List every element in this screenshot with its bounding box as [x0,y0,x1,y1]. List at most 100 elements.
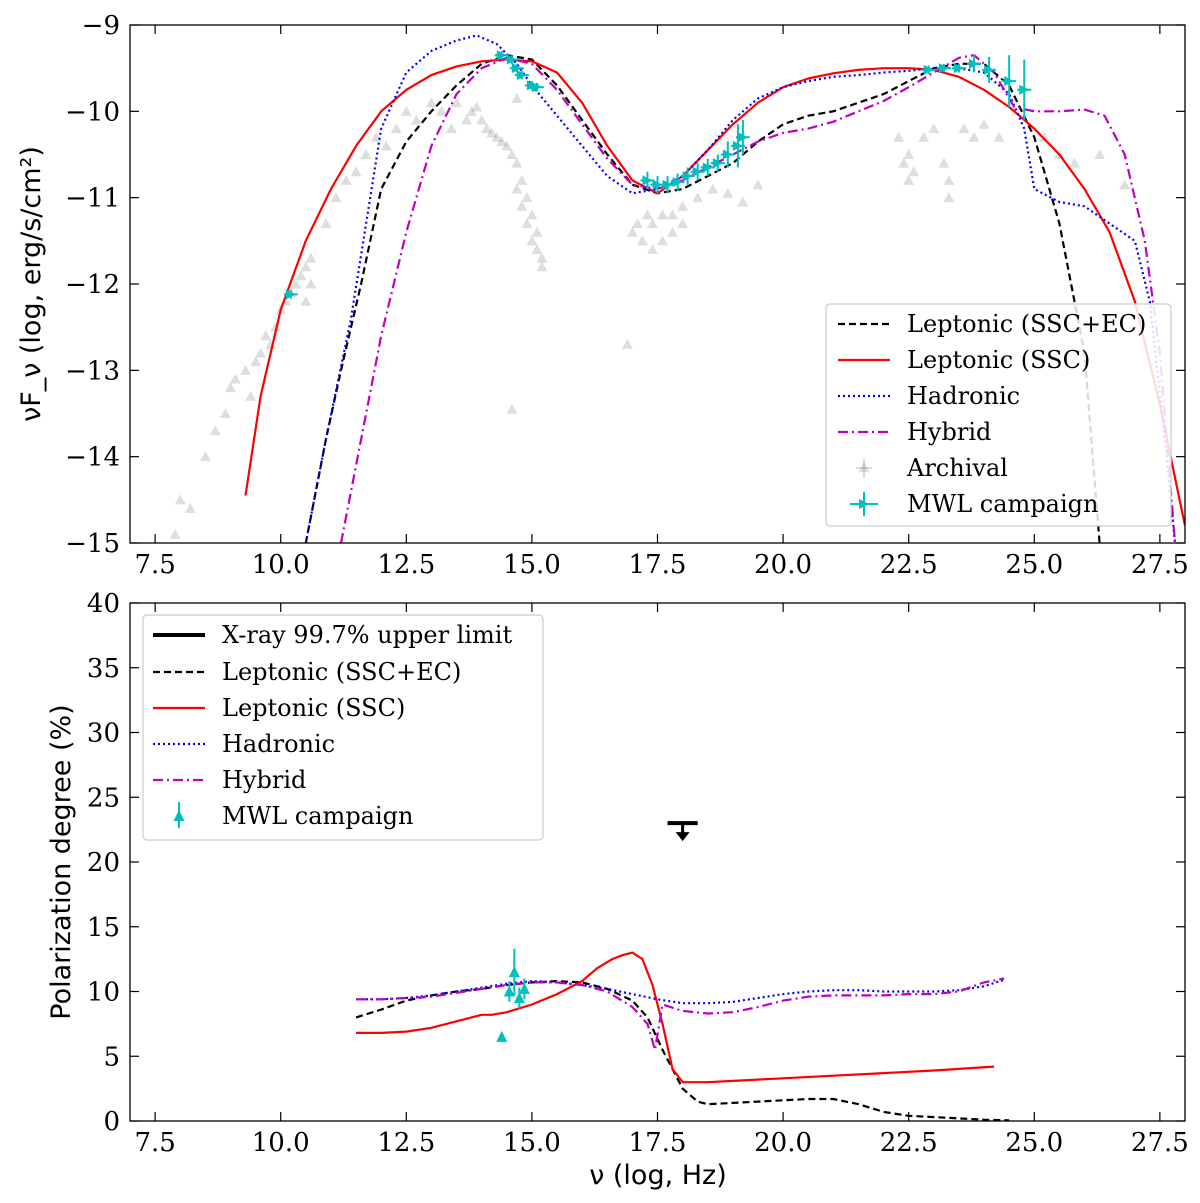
archival-point [621,338,633,349]
polarization-panel: 7.5 10.0 12.5 15.0 17.5 20.0 22.5 25.0 27.5 0 5 10 1… [46,589,1189,1191]
archival-point [511,92,523,103]
archival-point [260,330,272,341]
mwl-point [516,70,527,81]
mwl-point [702,162,713,173]
archival-point [521,218,533,229]
archival-point [390,123,402,134]
pol-mwl-point [496,1030,508,1042]
sed-y-tick-label: −11 [65,184,120,214]
mwl-point [692,166,703,177]
pol-x-tick-label: 15.0 [503,1128,561,1158]
mwl-point [722,149,733,160]
archival-point [360,149,372,159]
sed-x-tick-label: 22.5 [880,550,938,580]
archival-point [657,209,669,220]
archival-point [692,192,704,203]
archival-point [491,131,503,142]
archival-point [893,131,905,142]
archival-point [646,243,658,254]
legend-pol-mwl-label: MWL campaign [222,802,413,830]
archival-point [300,261,312,272]
archival-point [446,123,458,134]
pol-y-tick-label: 5 [103,1042,120,1072]
archival-point [380,140,392,151]
sed-ssc-curve [244,58,1185,526]
legend-ssc-label: Leptonic (SSC) [907,346,1090,374]
sed-y-tick-label: −14 [65,443,120,473]
mwl-point [506,54,517,65]
archival-point [461,114,473,125]
archival-point [511,183,523,194]
archival-point [626,226,638,237]
pol-mwl-point [518,982,530,994]
pol-y-tick-label: 10 [87,978,120,1008]
archival-point [230,373,241,384]
pol-mwl-point [513,991,525,1003]
archival-point [425,97,437,108]
polarization-y-axis-title: Polarization degree (%) [46,704,77,1019]
archival-point [209,425,221,436]
archival-point [903,174,915,185]
archival-point [943,192,955,203]
pol-x-tick-label: 22.5 [880,1128,938,1158]
legend-ssc-ec-label: Leptonic (SSC+EC) [907,310,1146,338]
archival-point [240,364,252,375]
legend-mwl-marker [850,492,878,516]
archival-point [526,209,538,220]
legend-hybrid-label: Hybrid [907,418,991,446]
archival-point [184,502,196,513]
archival-point [486,127,498,138]
archival-point [476,114,488,125]
archival-point [631,218,643,229]
archival-point [250,356,262,367]
archival-point [646,218,658,229]
polarization-legend-box [142,614,544,841]
archival-point [958,123,970,134]
mwl-point [526,80,537,91]
legend-archival-marker [856,458,872,478]
archival-point [918,131,930,142]
polarization-plot-area [355,821,1010,1121]
archival-point [636,235,648,246]
pol-y-tick-label: 30 [87,719,120,749]
pol-y-tick-label: 40 [87,589,120,619]
archival-point [938,157,950,168]
archival-point [410,114,422,125]
sed-x-tick-label: 10.0 [252,550,310,580]
archival-point [169,528,181,539]
archival-point [943,174,955,185]
mwl-point [672,177,683,188]
mwl-point [642,175,653,186]
sed-y-axis-title: νF_ν (log, erg/s/cm²) [16,146,47,422]
archival-point [305,252,317,263]
pol-x-tick-label: 10.0 [252,1128,310,1158]
archival-point [224,382,236,393]
pol-x-tick-label: 7.5 [134,1128,175,1158]
sed-legend: Leptonic (SSC+EC) Leptonic (SSC) Hadroni… [825,303,1172,527]
archival-point [1068,157,1080,168]
archival-point [1119,179,1131,190]
pol-y-tick-label: 0 [103,1107,120,1137]
pol-y-tick-label: 15 [87,913,120,943]
archival-point [305,278,317,289]
pol-x-tick-label: 12.5 [377,1128,435,1158]
legend-pol-ssc-ec-label: Leptonic (SSC+EC) [222,658,461,686]
archival-point [752,179,764,190]
archival-point [451,97,463,108]
pol-x-tick-label: 17.5 [629,1128,687,1158]
sed-x-tick-label: 20.0 [754,550,812,580]
pol-mwl-point [508,966,520,978]
pol-hybrid-curve [356,977,1005,1051]
upper-limit-arrow [675,832,690,842]
mwl-point [969,58,979,69]
polarization-legend: X-ray 99.7% upper limit Leptonic (SSC+EC… [142,614,544,841]
mwl-point [1004,76,1015,87]
pol-mwl-point [503,985,515,997]
archival-point [501,140,513,151]
mwl-point [1019,84,1030,95]
pol-ssc_ec-curve [355,979,1010,1121]
archival-point [219,408,231,418]
pol-y-tick-label: 35 [87,654,120,684]
mwl-point [285,289,296,300]
archival-point [641,209,653,220]
